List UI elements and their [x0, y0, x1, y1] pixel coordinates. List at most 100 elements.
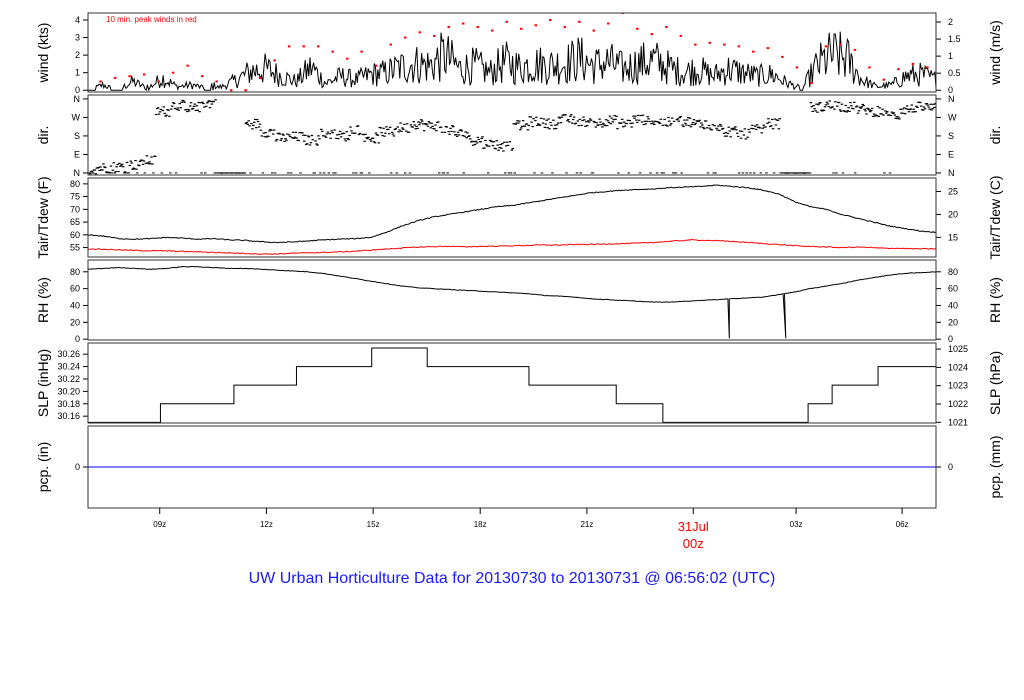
direction-point	[295, 137, 299, 139]
direction-point	[305, 143, 309, 145]
panel-slp: SLP (inHg) SLP (hPa) 30.16 30.18 30.20 30.22 3…	[35, 342, 1003, 427]
direction-point	[210, 103, 214, 105]
direction-point	[152, 172, 155, 174]
direction-point	[382, 127, 385, 129]
tick-label-right: 20	[948, 209, 958, 219]
direction-point	[553, 124, 557, 126]
tick-label-left: 80	[70, 267, 80, 277]
direction-point	[520, 127, 523, 129]
direction-point	[323, 135, 327, 137]
direction-point	[680, 172, 683, 174]
direction-point	[724, 131, 728, 134]
direction-point	[402, 128, 405, 130]
direction-point	[360, 172, 364, 174]
direction-point	[243, 172, 247, 174]
direction-point	[413, 124, 416, 126]
direction-point	[249, 172, 252, 174]
direction-point	[882, 114, 885, 116]
direction-point	[769, 125, 773, 127]
direction-point	[712, 172, 715, 174]
x-tick-label: 12z	[260, 520, 273, 529]
direction-point	[486, 145, 489, 147]
y-label-left: SLP (inHg)	[35, 349, 51, 417]
direction-point	[504, 145, 508, 147]
direction-point	[585, 121, 588, 123]
tick-label-right: 0	[948, 85, 953, 95]
direction-point	[459, 129, 463, 131]
tick-label-right: N	[948, 94, 955, 104]
direction-point	[845, 111, 848, 113]
panel-frame	[87, 177, 937, 258]
direction-point	[366, 138, 369, 140]
direction-point	[338, 130, 342, 133]
direction-point	[612, 119, 615, 121]
direction-point	[198, 111, 201, 113]
direction-point	[138, 160, 142, 162]
direction-point	[281, 133, 284, 135]
direction-point	[515, 122, 518, 124]
direction-point	[205, 102, 209, 104]
direction-point	[332, 172, 335, 174]
direction-point	[609, 123, 613, 125]
direction-point	[586, 120, 590, 122]
direction-point	[678, 117, 681, 119]
direction-point	[871, 115, 875, 118]
direction-point	[293, 136, 297, 138]
direction-point	[188, 105, 192, 107]
direction-point	[336, 134, 339, 136]
direction-point	[262, 132, 266, 134]
direction-point	[465, 137, 468, 139]
direction-point	[471, 144, 475, 146]
direction-point	[275, 138, 279, 141]
direction-point	[516, 120, 519, 122]
direction-point	[351, 132, 354, 134]
tick-label-right: 15	[948, 232, 958, 242]
direction-point	[653, 123, 656, 126]
direction-point	[849, 101, 852, 104]
direction-point	[214, 99, 217, 101]
direction-point	[208, 107, 212, 109]
tick-label-left: 60	[70, 230, 80, 240]
direction-point	[588, 118, 592, 120]
direction-point	[256, 120, 260, 123]
direction-point	[354, 172, 358, 174]
tick-label-left: 1	[75, 68, 80, 78]
direction-point	[285, 139, 288, 141]
direction-point	[349, 126, 352, 128]
direction-point	[916, 106, 919, 108]
direction-point	[297, 139, 300, 142]
direction-point	[286, 133, 289, 135]
direction-point	[437, 172, 441, 174]
direction-point	[207, 100, 211, 102]
direction-point	[604, 119, 608, 121]
direction-point	[652, 122, 655, 124]
direction-point	[491, 144, 495, 147]
direction-point	[684, 122, 687, 124]
direction-point	[187, 110, 191, 112]
direction-point	[212, 100, 216, 103]
direction-point	[405, 123, 409, 125]
direction-point	[170, 108, 173, 110]
direction-point	[310, 134, 314, 137]
direction-point	[475, 142, 479, 144]
direction-point	[608, 115, 612, 117]
tick-label-left: 55	[70, 243, 80, 253]
direction-point	[169, 172, 172, 174]
direction-point	[813, 108, 816, 110]
direction-point	[380, 132, 383, 134]
direction-point	[729, 136, 732, 138]
direction-point	[145, 155, 149, 157]
x-tick-label: 09z	[153, 520, 166, 529]
direction-point	[540, 172, 544, 174]
direction-point	[599, 121, 602, 123]
direction-point	[115, 166, 118, 168]
direction-point	[127, 172, 131, 174]
x-tick-label: 15z	[367, 520, 380, 529]
direction-point	[742, 134, 746, 136]
direction-point	[660, 172, 664, 174]
direction-point	[931, 107, 934, 110]
y-label-left: Tair/Tdew (F)	[35, 176, 51, 258]
tick-label-left: 80	[70, 179, 80, 189]
panel-temp: Tair/Tdew (F) Tair/Tdew (C) 55 60 65 70 75 80 15…	[35, 175, 1003, 259]
direction-point	[330, 130, 333, 132]
